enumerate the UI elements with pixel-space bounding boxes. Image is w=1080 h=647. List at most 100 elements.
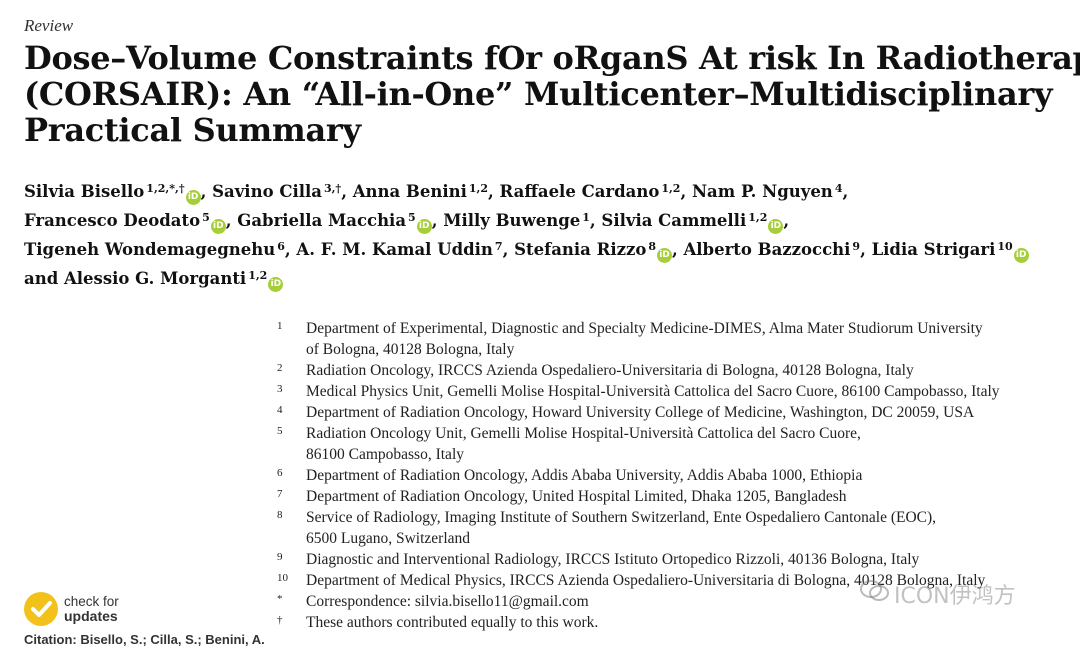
author-name: Tigeneh Wondemagegnehu: [24, 240, 276, 259]
author-affiliation-sup: 1,2: [748, 211, 768, 224]
affiliation-number: *: [277, 593, 283, 605]
author-separator: ,: [589, 211, 602, 230]
affiliation-number: 10: [277, 572, 288, 584]
affiliation-text: Correspondence: silvia.bisello11@gmail.c…: [306, 593, 589, 610]
affiliation-item: * Correspondence: silvia.bisello11@gmail.…: [277, 591, 1067, 612]
author-affiliation-sup: 9: [852, 240, 861, 253]
affiliation-number: 8: [277, 509, 283, 521]
author-separator: ,: [488, 182, 500, 201]
author-line: Francesco Deodato 5iD, Gabriella Macchia 5…: [24, 205, 1064, 234]
author-name: Silvia Bisello: [24, 182, 145, 201]
author-line: Tigeneh Wondemagegnehu 6, A. F. M. Kamal …: [24, 234, 1064, 263]
author-name: Lidia Strigari: [871, 240, 996, 259]
author-name: Alberto Bazzocchi: [683, 240, 851, 259]
author-affiliation-sup: 3,†: [323, 182, 342, 195]
affiliation-text: Department of Experimental, Diagnostic a…: [306, 320, 983, 337]
affiliation-item: 9 Diagnostic and Interventional Radiology…: [277, 549, 1067, 570]
title-line: (CORSAIR): An “All-in-One” Multicenter–M…: [24, 75, 1053, 113]
affiliation-text: Radiation Oncology, IRCCS Azienda Ospeda…: [306, 362, 914, 379]
checkmark-icon: [24, 592, 58, 626]
affiliation-item: 8 Service of Radiology, Imaging Institute…: [277, 507, 1067, 549]
affiliation-number: 6: [277, 467, 283, 479]
author-name: Francesco Deodato: [24, 211, 201, 230]
author-affiliation-sup: 1,2,*,†: [146, 182, 185, 195]
author-name: Milly Buwenge: [443, 211, 581, 230]
author-affiliation-sup: 4: [834, 182, 843, 195]
author-name: A. F. M. Kamal Uddin: [296, 240, 493, 259]
affiliation-number: 1: [277, 320, 283, 332]
author-affiliation-sup: 5: [202, 211, 210, 224]
author-name: Savino Cilla: [212, 182, 322, 201]
affiliation-item: 3 Medical Physics Unit, Gemelli Molise Ho…: [277, 381, 1067, 402]
affiliation-number: 4: [277, 404, 283, 416]
author-separator: ,: [680, 182, 692, 201]
affiliation-number: 3: [277, 383, 283, 395]
author-name: and Alessio G. Morganti: [24, 269, 247, 288]
author-affiliation-sup: 1,2: [661, 182, 681, 195]
wechat-icon: [860, 579, 890, 609]
watermark-text: ICON伊鸿方: [894, 584, 1016, 609]
affiliation-number: 7: [277, 488, 283, 500]
author-separator: ,: [842, 182, 849, 201]
author-separator: ,: [284, 240, 297, 259]
check-updates-line2: updates: [64, 608, 118, 624]
affiliation-text: Department of Radiation Oncology, United…: [306, 488, 847, 505]
affiliation-number: 5: [277, 425, 283, 437]
author-affiliation-sup: 8: [648, 240, 656, 253]
affiliation-item: 10 Department of Medical Physics, IRCCS A…: [277, 570, 1067, 591]
affiliation-text: Department of Radiation Oncology, Howard…: [306, 404, 975, 421]
title-line: Practical Summary: [24, 111, 361, 149]
orcid-icon[interactable]: iD: [656, 248, 672, 263]
article-title: Dose–Volume Constraints fOr oRganS At ri…: [24, 39, 1080, 149]
affiliation-number: †: [277, 614, 283, 626]
author-separator: ,: [341, 182, 353, 201]
orcid-icon[interactable]: iD: [268, 277, 284, 292]
affiliation-text: Medical Physics Unit, Gemelli Molise Hos…: [306, 383, 1000, 400]
author-name: Raffaele Cardano: [499, 182, 660, 201]
author-separator: ,: [860, 240, 872, 259]
author-separator: ,: [431, 211, 444, 230]
affiliation-item: † These authors contributed equally to th…: [277, 612, 1067, 633]
affiliation-item: 1 Department of Experimental, Diagnostic …: [277, 318, 1067, 360]
affiliation-item: 5 Radiation Oncology Unit, Gemelli Molise…: [277, 423, 1067, 465]
author-separator: ,: [502, 240, 515, 259]
author-separator: ,: [225, 211, 238, 230]
affiliation-item: 4 Department of Radiation Oncology, Howar…: [277, 402, 1067, 423]
affiliation-text: Department of Radiation Oncology, Addis …: [306, 467, 863, 484]
affiliation-text: 86100 Campobasso, Italy: [306, 446, 464, 463]
affiliation-text: These authors contributed equally to thi…: [306, 614, 599, 631]
orcid-icon[interactable]: iD: [416, 219, 432, 234]
orcid-icon[interactable]: iD: [768, 219, 784, 234]
affiliation-text: 6500 Lugano, Switzerland: [306, 530, 471, 547]
author-line: and Alessio G. Morganti 1,2iD: [24, 263, 1064, 292]
title-line: Dose–Volume Constraints fOr oRganS At ri…: [24, 39, 1080, 77]
article-type-label: Review: [24, 16, 74, 35]
author-affiliation-sup: 7: [494, 240, 503, 253]
author-line: Silvia Bisello 1,2,*,†iD, Savino Cilla 3,†…: [24, 176, 1064, 205]
affiliation-text: Diagnostic and Interventional Radiology,…: [306, 551, 920, 568]
check-updates-line1: check for: [64, 594, 119, 609]
orcid-icon[interactable]: iD: [1013, 248, 1029, 263]
orcid-icon[interactable]: iD: [185, 190, 201, 205]
affiliation-item: 6 Department of Radiation Oncology, Addis…: [277, 465, 1067, 486]
affiliation-text: Service of Radiology, Imaging Institute …: [306, 509, 937, 526]
affiliation-number: 9: [277, 551, 283, 563]
author-list: Silvia Bisello 1,2,*,†iD, Savino Cilla 3,†…: [24, 176, 1064, 292]
author-name: Stefania Rizzo: [514, 240, 647, 259]
author-affiliation-sup: 1: [582, 211, 590, 224]
author-name: Anna Benini: [352, 182, 467, 201]
author-affiliation-sup: 10: [997, 240, 1013, 253]
watermark: ICON伊鸿方: [860, 578, 1016, 610]
author-name: Silvia Cammelli: [601, 211, 747, 230]
affiliation-list: 1 Department of Experimental, Diagnostic …: [277, 318, 1067, 633]
author-name: Gabriella Macchia: [237, 211, 407, 230]
author-affiliation-sup: 6: [277, 240, 285, 253]
author-affiliation-sup: 5: [408, 211, 416, 224]
orcid-icon[interactable]: iD: [210, 219, 226, 234]
check-for-updates-button[interactable]: check for updates: [24, 592, 119, 626]
author-affiliation-sup: 1,2: [248, 269, 268, 282]
affiliation-text: Department of Medical Physics, IRCCS Azi…: [306, 572, 986, 589]
affiliation-text: of Bologna, 40128 Bologna, Italy: [306, 341, 515, 358]
author-separator: ,: [200, 182, 213, 201]
affiliation-number: 2: [277, 362, 283, 374]
